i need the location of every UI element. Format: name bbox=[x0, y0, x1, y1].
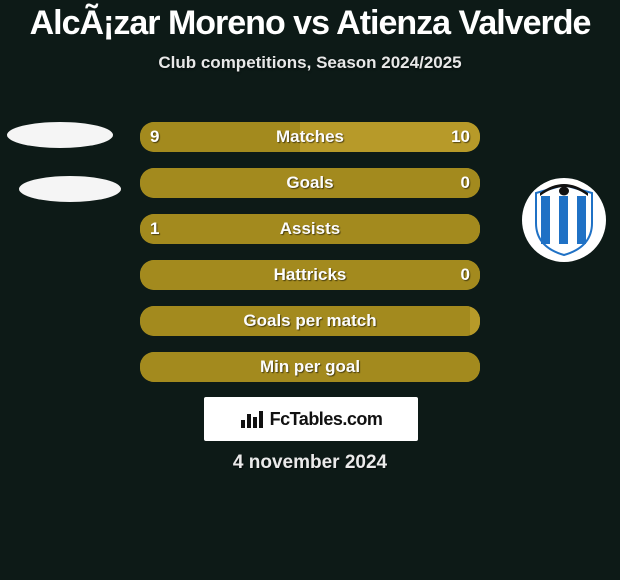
stat-right-value: 0 bbox=[461, 168, 470, 198]
stat-row: Min per goal bbox=[140, 352, 480, 382]
subtitle: Club competitions, Season 2024/2025 bbox=[0, 53, 620, 73]
placeholder-ellipse bbox=[19, 176, 121, 202]
comparison-infographic: AlcÃ¡zar Moreno vs Atienza Valverde Club… bbox=[0, 0, 620, 580]
stat-left-value: 9 bbox=[150, 122, 159, 152]
stat-row: 910Matches bbox=[140, 122, 480, 152]
bar-left-segment bbox=[140, 168, 480, 198]
fctables-label: FcTables.com bbox=[270, 409, 383, 430]
bar-left-segment bbox=[140, 260, 480, 290]
date-text: 4 november 2024 bbox=[0, 452, 620, 474]
club-crest bbox=[522, 178, 606, 262]
bar-left-segment bbox=[140, 122, 300, 152]
stat-right-value: 0 bbox=[461, 260, 470, 290]
fctables-badge: FcTables.com bbox=[204, 397, 418, 441]
bars-icon bbox=[240, 410, 264, 428]
bar-left-segment bbox=[140, 214, 480, 244]
bar-right-segment bbox=[470, 306, 480, 336]
stat-row: 0Hattricks bbox=[140, 260, 480, 290]
stat-row: Goals per match bbox=[140, 306, 480, 336]
bar-left-segment bbox=[140, 352, 480, 382]
stat-left-value: 1 bbox=[150, 214, 159, 244]
bar-left-segment bbox=[140, 306, 470, 336]
stat-row: 0Goals bbox=[140, 168, 480, 198]
crest-graphic bbox=[532, 183, 596, 257]
stat-bars: 910Matches0Goals1Assists0HattricksGoals … bbox=[140, 122, 480, 398]
placeholder-ellipse bbox=[7, 122, 113, 148]
stat-right-value: 10 bbox=[451, 122, 470, 152]
page-title: AlcÃ¡zar Moreno vs Atienza Valverde bbox=[0, 0, 620, 43]
stat-row: 1Assists bbox=[140, 214, 480, 244]
